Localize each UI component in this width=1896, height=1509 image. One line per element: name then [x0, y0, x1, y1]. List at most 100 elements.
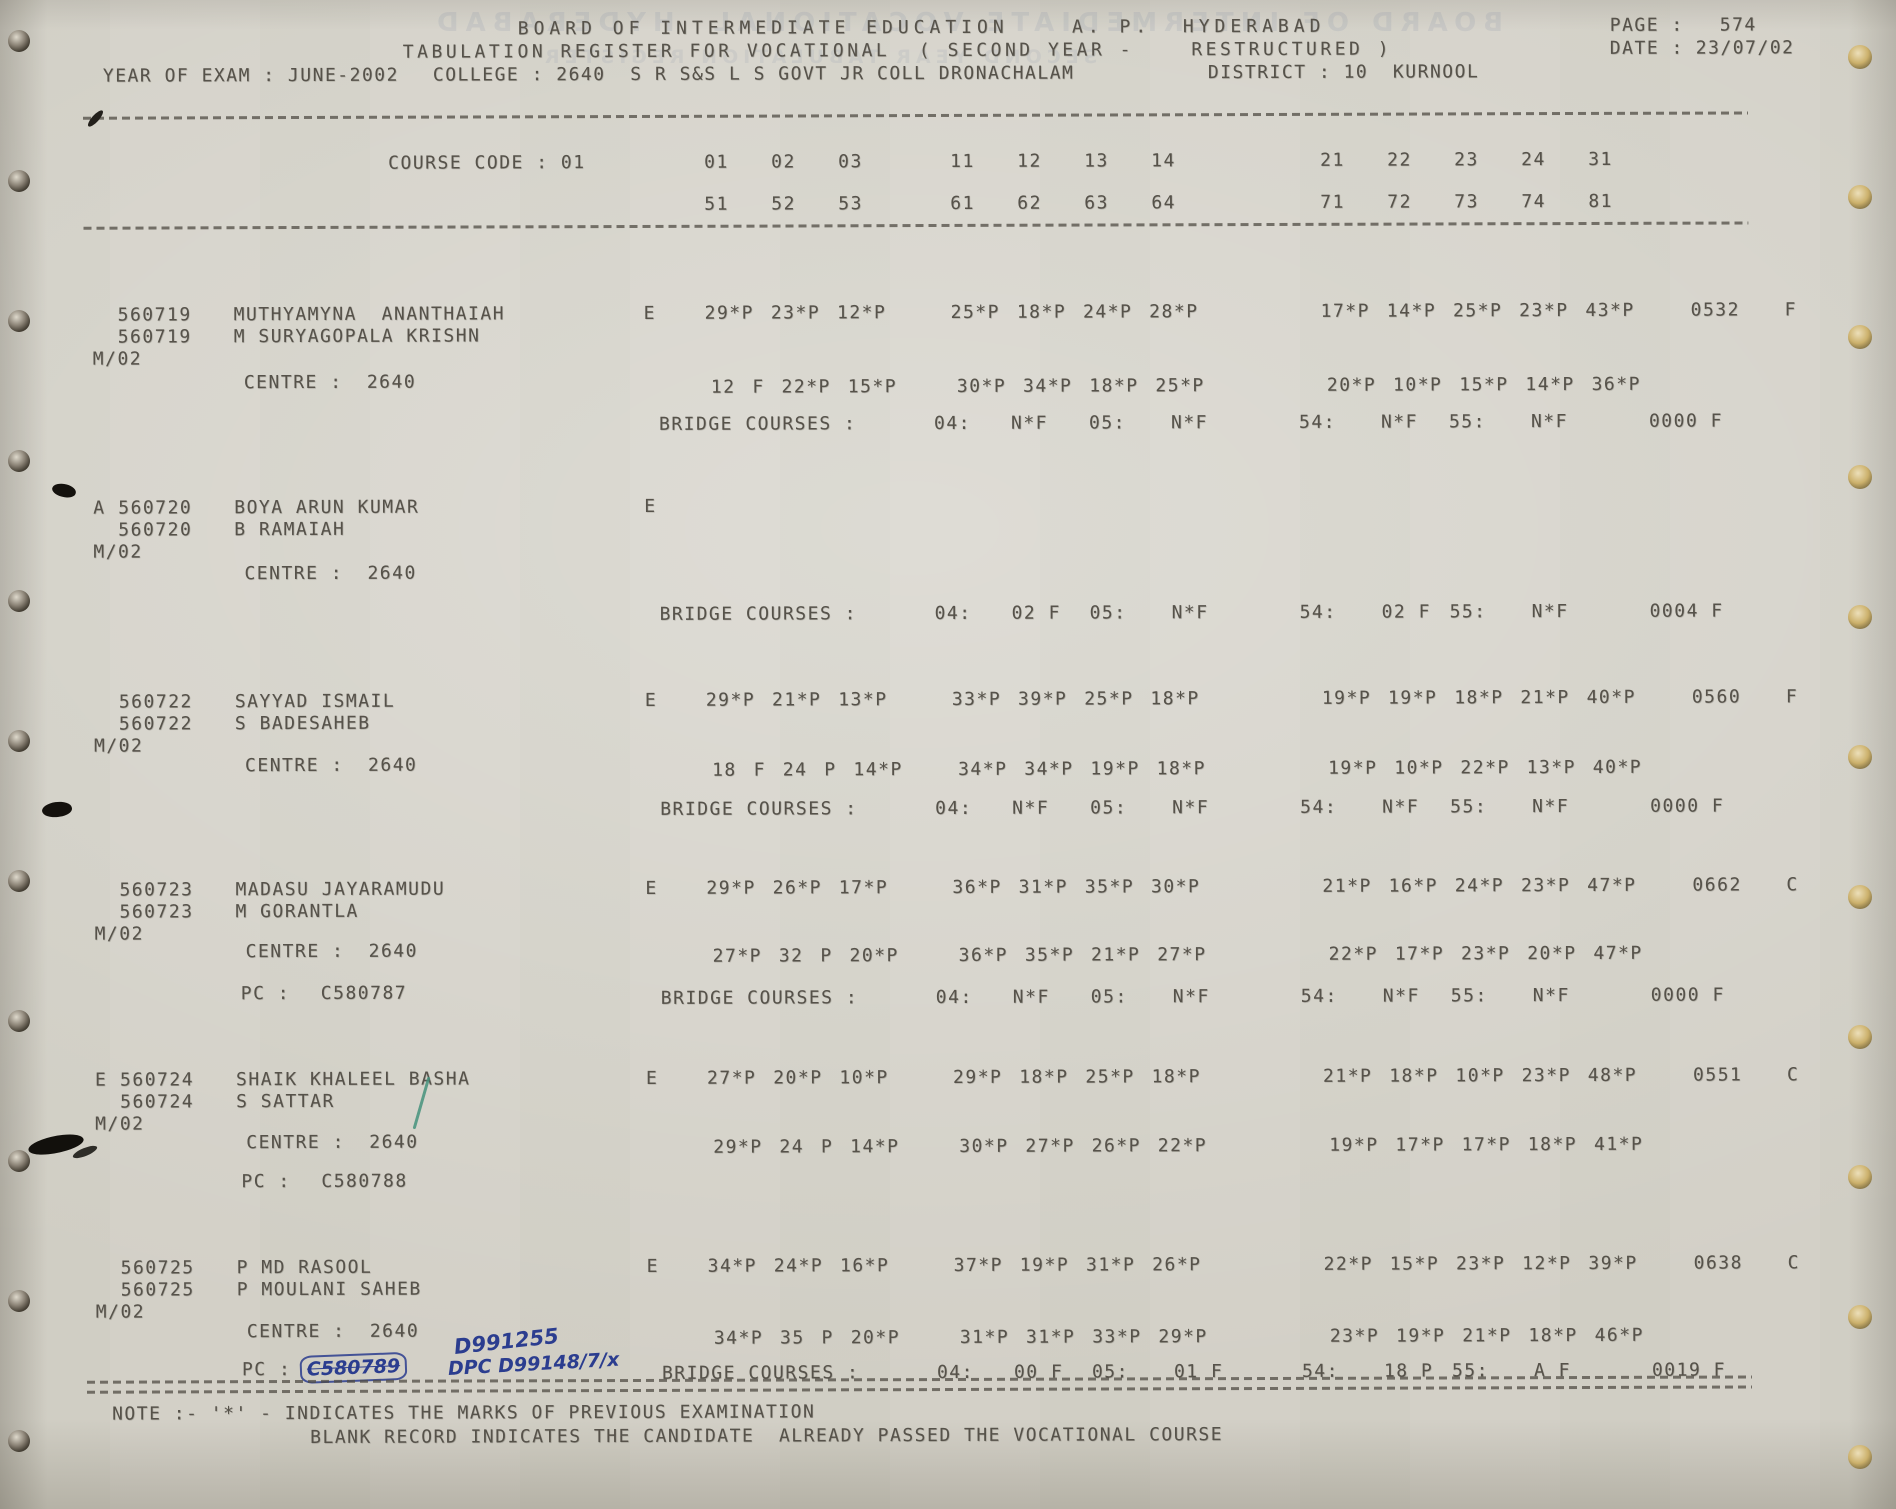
bridge-05-label: 05: — [1090, 986, 1128, 1008]
punch-hole — [1848, 465, 1872, 489]
bridge-label: BRIDGE COURSES : — [660, 987, 859, 1009]
bridge-04-label: 04: — [934, 602, 972, 625]
bridge-label: BRIDGE COURSES : — [660, 798, 858, 820]
exam-session: M/02 — [94, 923, 144, 945]
bridge-54-value: N*F — [1382, 796, 1420, 818]
bridge-05-value: N*F — [1171, 602, 1209, 624]
course-codes-group1: 01 02 03 — [704, 151, 863, 173]
bridge-05-value: N*F — [1172, 986, 1210, 1008]
course-code-label: COURSE CODE : 01 — [388, 152, 586, 174]
centre-value: 2640 — [368, 940, 419, 962]
exam-session: M/02 — [93, 735, 144, 757]
bridge-54-value: N*F — [1380, 411, 1419, 433]
candidate-name: MUTHYAMYNA ANANTHAIAH — [233, 303, 506, 326]
pc-label: PC : — [241, 1171, 291, 1193]
father-name: M SURYAGOPALA KRISHN — [233, 325, 481, 348]
page-label: PAGE : — [1609, 14, 1684, 36]
result-grade: C — [1786, 874, 1799, 896]
bridge-54-label: 54: — [1298, 411, 1337, 433]
college-line: COLLEGE : 2640 S R S&S L S GOVT JR COLL … — [432, 62, 1075, 86]
candidate-regno2: 560723 — [119, 901, 194, 923]
marks2-group1: 34*P 35 P 20*P — [713, 1327, 901, 1349]
centre-label: CENTRE : — [246, 1320, 346, 1343]
marks2-group3: 22*P 17*P 23*P 20*P 47*P — [1328, 942, 1643, 965]
candidate-name: BOYA ARUN KUMAR — [234, 496, 420, 519]
bridge-total: 0000 F — [1650, 984, 1725, 1006]
marks2-group3: 19*P 10*P 22*P 13*P 40*P — [1328, 756, 1643, 779]
bridge-55-value: N*F — [1530, 411, 1569, 433]
exam-session: M/02 — [95, 1113, 145, 1135]
centre-value: 2640 — [369, 1131, 419, 1153]
bridge-04-label: 04: — [933, 412, 972, 435]
father-name: M GORANTLA — [235, 900, 359, 923]
absent-flag: A — [93, 497, 106, 519]
bridge-54-value: N*F — [1382, 985, 1420, 1007]
medium-flag: E — [645, 877, 658, 899]
marks2-group3: 23*P 19*P 21*P 18*P 46*P — [1329, 1324, 1644, 1347]
punch-hole — [1848, 185, 1872, 209]
marks2-group1: 18 F 24 P 14*P — [712, 759, 903, 781]
punch-hole — [8, 1010, 30, 1032]
candidate-regno: 560723 — [119, 879, 194, 901]
bridge-55-value: N*F — [1532, 796, 1570, 818]
centre-value: 2640 — [367, 562, 417, 584]
centre-label: CENTRE : — [245, 940, 345, 963]
bridge-total: 0000 F — [1648, 410, 1724, 432]
candidate-regno2: 560725 — [120, 1279, 195, 1301]
punch-hole — [8, 310, 30, 332]
centre-label: CENTRE : — [246, 1131, 345, 1154]
punch-hole — [8, 730, 30, 752]
bridge-05-label: 05: — [1089, 602, 1127, 624]
candidate-regno2: 560722 — [118, 713, 193, 735]
bridge-55-label: 55: — [1450, 796, 1488, 818]
centre-value: 2640 — [367, 754, 418, 776]
bridge-04-value: 02 F — [1011, 602, 1061, 624]
exam-session: M/02 — [93, 541, 143, 563]
candidate-regno2: 560724 — [120, 1091, 195, 1113]
board-title: BOARD OF INTERMEDIATE EDUCATION A. P. HY… — [517, 15, 1326, 40]
result-grade: F — [1785, 686, 1799, 708]
marks2-group2: 34*P 34*P 19*P 18*P — [958, 758, 1206, 780]
total-marks: 0662 — [1692, 874, 1742, 896]
register-title: TABULATION REGISTER FOR VOCATIONAL ( SEC… — [402, 38, 1393, 63]
page-number: 574 — [1719, 14, 1757, 36]
candidate-regno: 560722 — [118, 691, 193, 713]
bridge-54-label: 54: — [1299, 601, 1337, 623]
centre-label: CENTRE : — [243, 371, 343, 394]
centre-label: CENTRE : — [244, 562, 344, 585]
candidate-name: SAYYAD ISMAIL — [234, 690, 396, 713]
centre-value: 2640 — [369, 1320, 420, 1342]
candidate-name: P MD RASOOL — [236, 1256, 373, 1279]
pc-label: PC : — [240, 983, 291, 1005]
pc-value: C580787 — [320, 982, 408, 1004]
candidate-regno: 560719 — [117, 304, 192, 326]
total-marks: 0638 — [1693, 1252, 1743, 1274]
punch-hole — [1848, 605, 1872, 629]
note-line-2: BLANK RECORD INDICATES THE CANDIDATE ALR… — [310, 1424, 1224, 1449]
punch-hole — [8, 30, 30, 52]
marks-group2: 25*P 18*P 24*P 28*P — [950, 301, 1199, 323]
bridge-total: 0000 F — [1650, 795, 1725, 817]
pc-value: C580788 — [321, 1170, 408, 1192]
medium-flag: E — [645, 1067, 659, 1089]
marks2-group2: 36*P 35*P 21*P 27*P — [958, 944, 1207, 966]
centre-value: 2640 — [366, 371, 417, 393]
note-line-1: NOTE :- '*' - INDICATES THE MARKS OF PRE… — [112, 1401, 816, 1425]
candidate-regno: 560724 — [119, 1069, 195, 1091]
date-value: 23/07/02 — [1695, 37, 1795, 59]
marks2-group2: 31*P 31*P 33*P 29*P — [959, 1326, 1208, 1348]
marks2-group3: 19*P 17*P 17*P 18*P 41*P — [1329, 1133, 1644, 1156]
total-marks: 0560 — [1691, 686, 1742, 708]
bridge-54-label: 54: — [1300, 796, 1338, 818]
medium-flag: E — [644, 495, 657, 517]
punch-hole — [8, 1290, 30, 1312]
separator-line — [83, 221, 1749, 230]
centre-label: CENTRE : — [244, 754, 344, 777]
bridge-04-value: N*F — [1010, 412, 1049, 434]
marks2-group2: 30*P 27*P 26*P 22*P — [959, 1135, 1208, 1157]
course-codes-group3: 21 22 23 24 31 — [1320, 148, 1613, 171]
bridge-label: BRIDGE COURSES : — [658, 413, 857, 435]
bridge-label: BRIDGE COURSES : — [659, 603, 857, 625]
punch-hole — [1848, 1305, 1872, 1329]
